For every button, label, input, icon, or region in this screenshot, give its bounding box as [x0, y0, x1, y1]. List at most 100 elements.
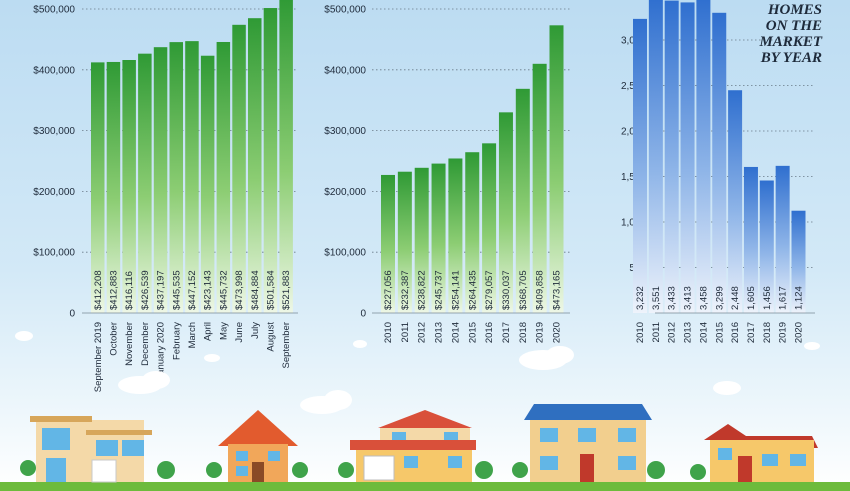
category-label: 2020 — [552, 322, 563, 343]
bar — [381, 174, 395, 313]
bar — [397, 171, 412, 313]
category-label: 2015 — [714, 322, 725, 343]
house-modern-icon — [20, 416, 175, 483]
value-label: $426,539 — [140, 270, 151, 310]
bar — [648, 0, 663, 313]
category-label: 2014 — [698, 322, 709, 343]
category-label: March — [187, 322, 198, 348]
category-label: May — [218, 322, 229, 340]
bar — [465, 152, 480, 313]
value-label: $227,056 — [383, 270, 394, 310]
bar — [200, 55, 215, 313]
value-label: 2,448 — [730, 286, 741, 310]
bar — [532, 63, 547, 313]
chart-title: ON THE — [766, 18, 822, 34]
value-label: $445,732 — [218, 270, 229, 310]
category-label: 2010 — [635, 322, 646, 343]
value-label: $423,143 — [203, 270, 214, 310]
value-label: $232,387 — [400, 270, 411, 310]
category-label: 2014 — [450, 322, 461, 343]
category-label: 2011 — [400, 322, 411, 342]
value-label: $437,197 — [156, 270, 167, 310]
cloud-icon — [15, 331, 820, 414]
y-tick-label: $100,000 — [324, 248, 366, 259]
y-tick-label: $300,000 — [33, 126, 75, 137]
house-gable-icon — [206, 410, 308, 482]
y-tick-label: $200,000 — [324, 187, 366, 198]
value-label: 3,458 — [698, 286, 709, 310]
value-label: $484,884 — [250, 270, 261, 310]
value-label: 3,299 — [714, 286, 725, 310]
value-label: $238,822 — [417, 270, 428, 310]
value-label: $264,435 — [467, 270, 478, 310]
chart-title: THIS YEAR — [97, 0, 180, 4]
scenery — [0, 331, 850, 491]
value-label: $368,705 — [518, 270, 529, 310]
category-label: 2013 — [434, 322, 445, 343]
bar — [448, 158, 463, 313]
category-label: November — [124, 322, 135, 366]
bar — [263, 8, 278, 314]
bar — [232, 24, 246, 314]
bar — [91, 62, 105, 314]
bar — [728, 90, 743, 314]
value-label: $412,883 — [108, 270, 119, 310]
value-label: $279,057 — [484, 270, 495, 310]
category-label: 2018 — [518, 322, 529, 343]
bar — [414, 167, 429, 313]
bar — [696, 0, 711, 314]
category-label: September 2019 — [93, 322, 104, 392]
value-label: $409,858 — [535, 270, 546, 310]
value-label: $473,998 — [234, 270, 245, 310]
value-label: $473,165 — [552, 270, 563, 310]
value-label: $416,116 — [124, 271, 135, 310]
value-label: $521,883 — [281, 270, 292, 310]
chart-title: BY YEAR — [760, 50, 822, 66]
value-label: 3,413 — [683, 286, 694, 310]
value-label: $245,737 — [434, 270, 445, 310]
y-tick-label: $300,000 — [324, 126, 366, 137]
bar — [153, 47, 168, 313]
value-label: $412,208 — [93, 270, 104, 310]
bar — [498, 112, 513, 314]
y-tick-label: 0 — [360, 309, 366, 320]
category-label: December — [140, 322, 151, 366]
value-label: $445,535 — [171, 270, 182, 310]
value-label: 3,551 — [651, 286, 662, 310]
category-label: 2016 — [484, 322, 495, 343]
category-label: 2013 — [683, 322, 694, 343]
y-tick-label: $400,000 — [33, 65, 75, 76]
value-label: 3,232 — [635, 286, 646, 310]
bar — [712, 12, 727, 313]
category-label: August — [265, 322, 276, 352]
value-label: $254,141 — [450, 270, 461, 310]
bar — [122, 60, 136, 314]
bar — [549, 25, 564, 314]
category-label: September — [281, 322, 292, 368]
value-label: 3,433 — [667, 286, 678, 310]
bar — [248, 18, 262, 314]
value-label: $447,152 — [187, 270, 198, 310]
y-tick-label: $400,000 — [324, 65, 366, 76]
chart-title: HOMES — [767, 2, 822, 18]
category-label: 2012 — [417, 322, 428, 343]
category-label: January 2020 — [156, 322, 167, 380]
category-label: 2018 — [762, 322, 773, 343]
category-label: 2012 — [667, 322, 678, 343]
chart-title: MARKET — [758, 34, 822, 50]
bar — [185, 41, 199, 313]
value-label: 1,605 — [746, 286, 757, 310]
chart-homes-on-market: 5001,0001,5002,0002,5003,0003,23220103,5… — [621, 0, 823, 343]
y-tick-label: 0 — [69, 309, 75, 320]
grass — [0, 482, 850, 491]
category-label: 2015 — [467, 322, 478, 343]
bar — [775, 165, 790, 313]
category-label: 2017 — [501, 322, 512, 343]
bar — [664, 0, 679, 314]
category-label: 2016 — [730, 322, 741, 343]
y-tick-label: $200,000 — [33, 187, 75, 198]
bar — [216, 41, 231, 314]
bar — [680, 2, 695, 314]
chart-price-this-year: 0 $100,000 $200,000 $300,000 $400,000 $500,00… — [33, 0, 298, 392]
category-label: 2019 — [778, 322, 789, 343]
